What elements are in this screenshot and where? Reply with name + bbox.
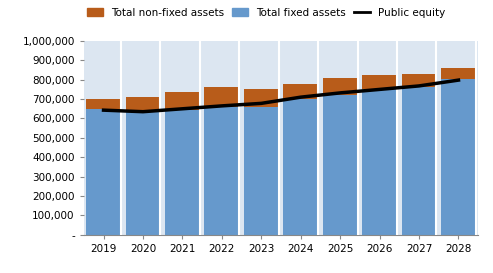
Bar [205, 87, 239, 107]
Bar [205, 107, 239, 235]
Bar [362, 75, 397, 90]
Bar [244, 89, 279, 107]
Bar [126, 112, 160, 235]
Legend: Total non-fixed assets, Total fixed assets, Public equity: Total non-fixed assets, Total fixed asse… [87, 8, 446, 18]
Bar [362, 90, 397, 235]
Bar [165, 92, 200, 110]
Bar [441, 79, 476, 235]
Bar [283, 99, 318, 235]
Bar [126, 97, 160, 112]
Bar [323, 95, 357, 235]
Bar [283, 84, 318, 99]
Bar [323, 78, 357, 95]
Bar [86, 99, 121, 109]
Bar [402, 73, 436, 87]
Bar [402, 87, 436, 235]
Bar [86, 109, 121, 235]
Bar [244, 107, 279, 235]
Bar [441, 67, 476, 79]
Bar [165, 110, 200, 235]
